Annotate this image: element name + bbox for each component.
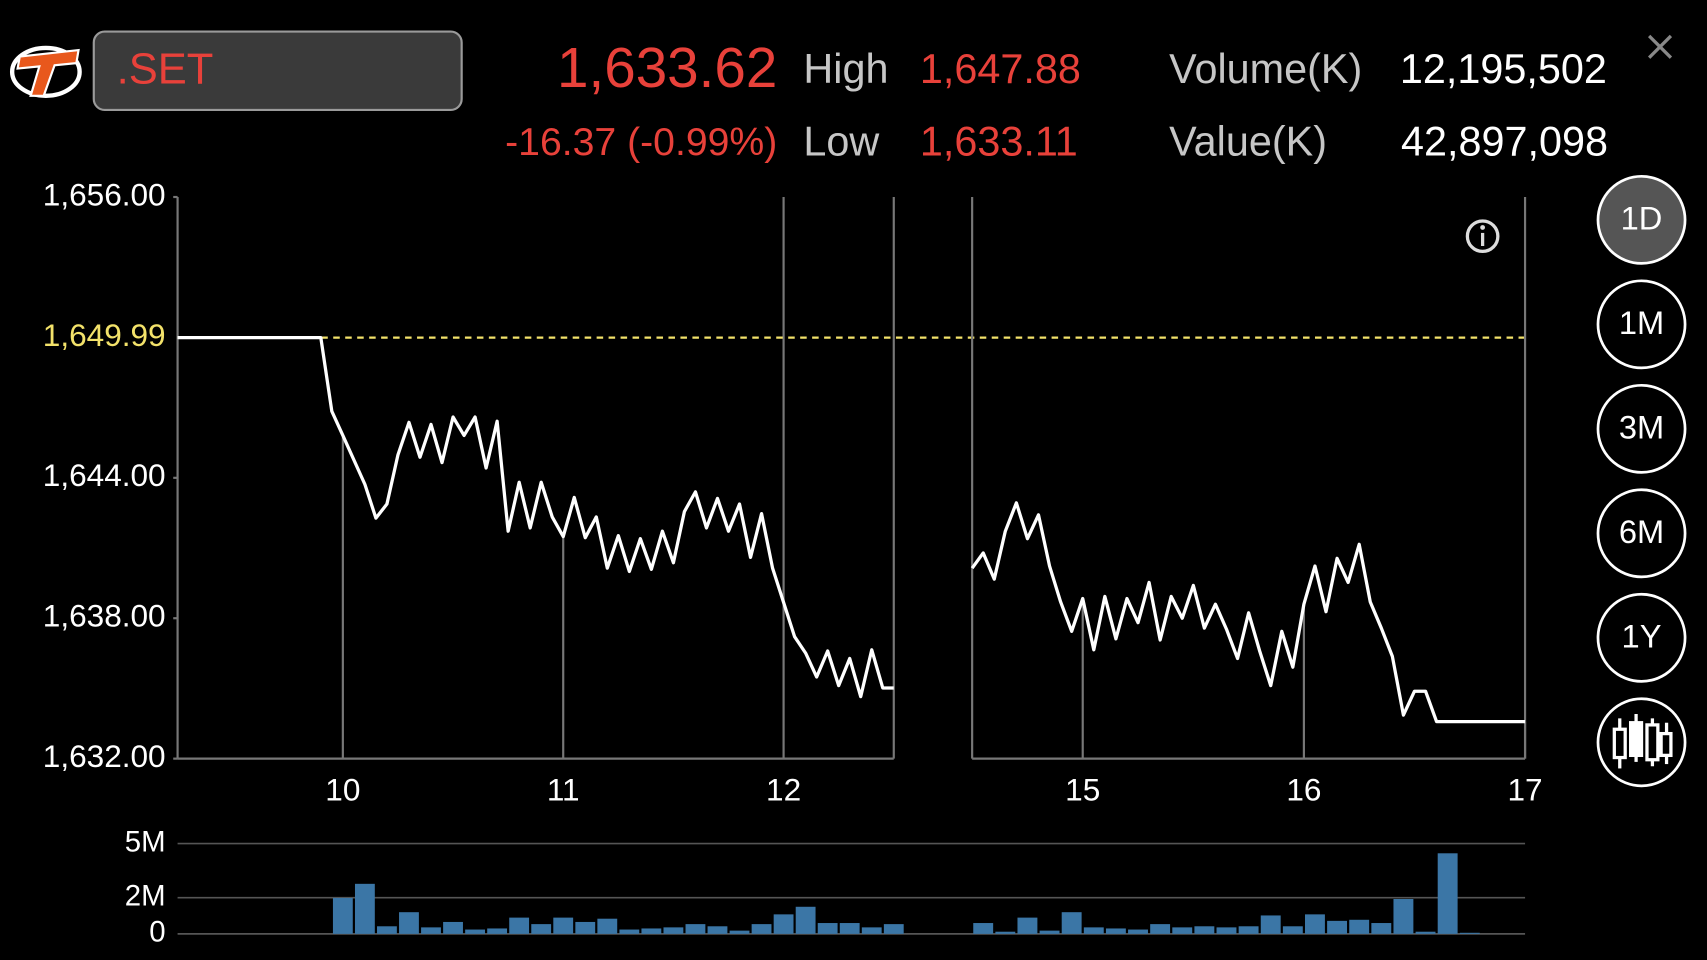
volume-value: 12,195,502 — [1400, 46, 1607, 92]
volume-bar — [354, 883, 375, 934]
volume-bar — [1327, 920, 1348, 934]
volume-bar — [1260, 915, 1281, 934]
range-button[interactable] — [1596, 279, 1687, 370]
volume-bar — [973, 923, 994, 934]
last-price: 1,633.62 — [557, 36, 777, 99]
y-tick-label: 2M — [125, 880, 166, 913]
volume-bar — [1039, 930, 1060, 934]
volume-bar — [421, 927, 441, 934]
y-tick-label: 5M — [125, 825, 166, 858]
x-tick-label: 15 — [1065, 772, 1100, 808]
volume-bar — [1083, 927, 1104, 934]
volume-bar — [707, 926, 728, 934]
candlestick-button[interactable] — [1596, 697, 1687, 788]
volume-bar — [729, 930, 750, 934]
close-button[interactable] — [1647, 34, 1673, 59]
volume-bar — [509, 917, 530, 934]
volume-bar — [1349, 919, 1370, 934]
x-tick-label: 10 — [325, 772, 360, 808]
range-button[interactable] — [1596, 592, 1687, 683]
volume-bar — [1216, 927, 1237, 934]
x-tick-label: 16 — [1286, 772, 1321, 808]
range-button[interactable] — [1596, 488, 1687, 579]
info-icon[interactable] — [1465, 219, 1500, 254]
volume-bar — [597, 918, 618, 934]
low-label: Low — [803, 119, 879, 165]
volume-bar — [377, 926, 397, 934]
volume-bar — [751, 924, 772, 934]
range-button-label[interactable]: 1D — [1621, 200, 1663, 237]
value-label: Value(K) — [1169, 119, 1327, 165]
x-tick-label: 11 — [547, 772, 580, 808]
range-button-label[interactable]: 1Y — [1622, 618, 1662, 655]
value-value: 42,897,098 — [1401, 119, 1608, 165]
volume-bar — [619, 929, 640, 934]
volume-bar — [1305, 914, 1325, 934]
low-value: 1,633.11 — [920, 119, 1078, 165]
volume-bar — [1017, 917, 1038, 934]
y-tick-label: 1,638.00 — [43, 598, 166, 634]
range-button-label[interactable]: 1M — [1619, 304, 1664, 341]
volume-bar — [817, 923, 838, 934]
symbol-box[interactable] — [92, 30, 463, 112]
volume-bar — [773, 914, 794, 934]
x-tick-label: 12 — [766, 772, 801, 808]
y-tick-label: 1,644.00 — [43, 457, 166, 493]
range-button-label[interactable]: 6M — [1619, 513, 1664, 550]
volume-bar — [641, 928, 662, 934]
y-tick-label: 1,656.00 — [43, 176, 166, 212]
high-label: High — [803, 46, 888, 92]
y-tick-label: 0 — [149, 916, 165, 949]
volume-bar — [861, 927, 882, 934]
volume-bar — [332, 897, 353, 934]
price-line — [970, 501, 1526, 724]
volume-bar — [465, 929, 485, 934]
volume-bar — [1282, 926, 1303, 934]
symbol[interactable]: .SET — [117, 45, 214, 93]
volume-bar — [443, 921, 463, 934]
price-change: -16.37 (-0.99%) — [505, 121, 777, 164]
y-tick-label: 1,632.00 — [43, 738, 166, 774]
high-value: 1,647.88 — [920, 46, 1081, 92]
volume-bar — [839, 923, 860, 934]
volume-bar — [1150, 924, 1171, 934]
app-logo — [9, 45, 82, 98]
volume-bar — [1172, 927, 1193, 934]
volume-label: Volume(K) — [1169, 46, 1362, 92]
volume-bar — [531, 924, 552, 934]
volume-bar — [399, 912, 419, 934]
volume-bar — [995, 931, 1016, 934]
volume-bar — [575, 921, 596, 934]
volume-bar — [1194, 926, 1215, 934]
volume-bar — [1459, 932, 1480, 934]
range-button[interactable] — [1596, 383, 1687, 474]
volume-bar — [1415, 931, 1436, 934]
range-button[interactable] — [1596, 174, 1687, 265]
volume-bar — [1393, 899, 1414, 934]
volume-bar — [553, 917, 574, 934]
price-line — [177, 336, 894, 699]
range-button-label[interactable]: 3M — [1619, 409, 1664, 446]
volume-bar — [1437, 853, 1458, 934]
volume-bar — [1128, 929, 1148, 934]
volume-bar — [883, 924, 904, 934]
volume-bar — [685, 924, 706, 934]
volume-bar — [1238, 926, 1259, 934]
volume-bar — [795, 906, 816, 934]
volume-bar — [663, 927, 684, 934]
volume-bar — [1105, 928, 1126, 934]
x-tick-label: 17 — [1508, 772, 1543, 808]
volume-bar — [487, 928, 508, 934]
volume-bar — [1061, 912, 1082, 934]
reference-label: 1,649.99 — [43, 317, 166, 353]
volume-bar — [1371, 923, 1392, 934]
